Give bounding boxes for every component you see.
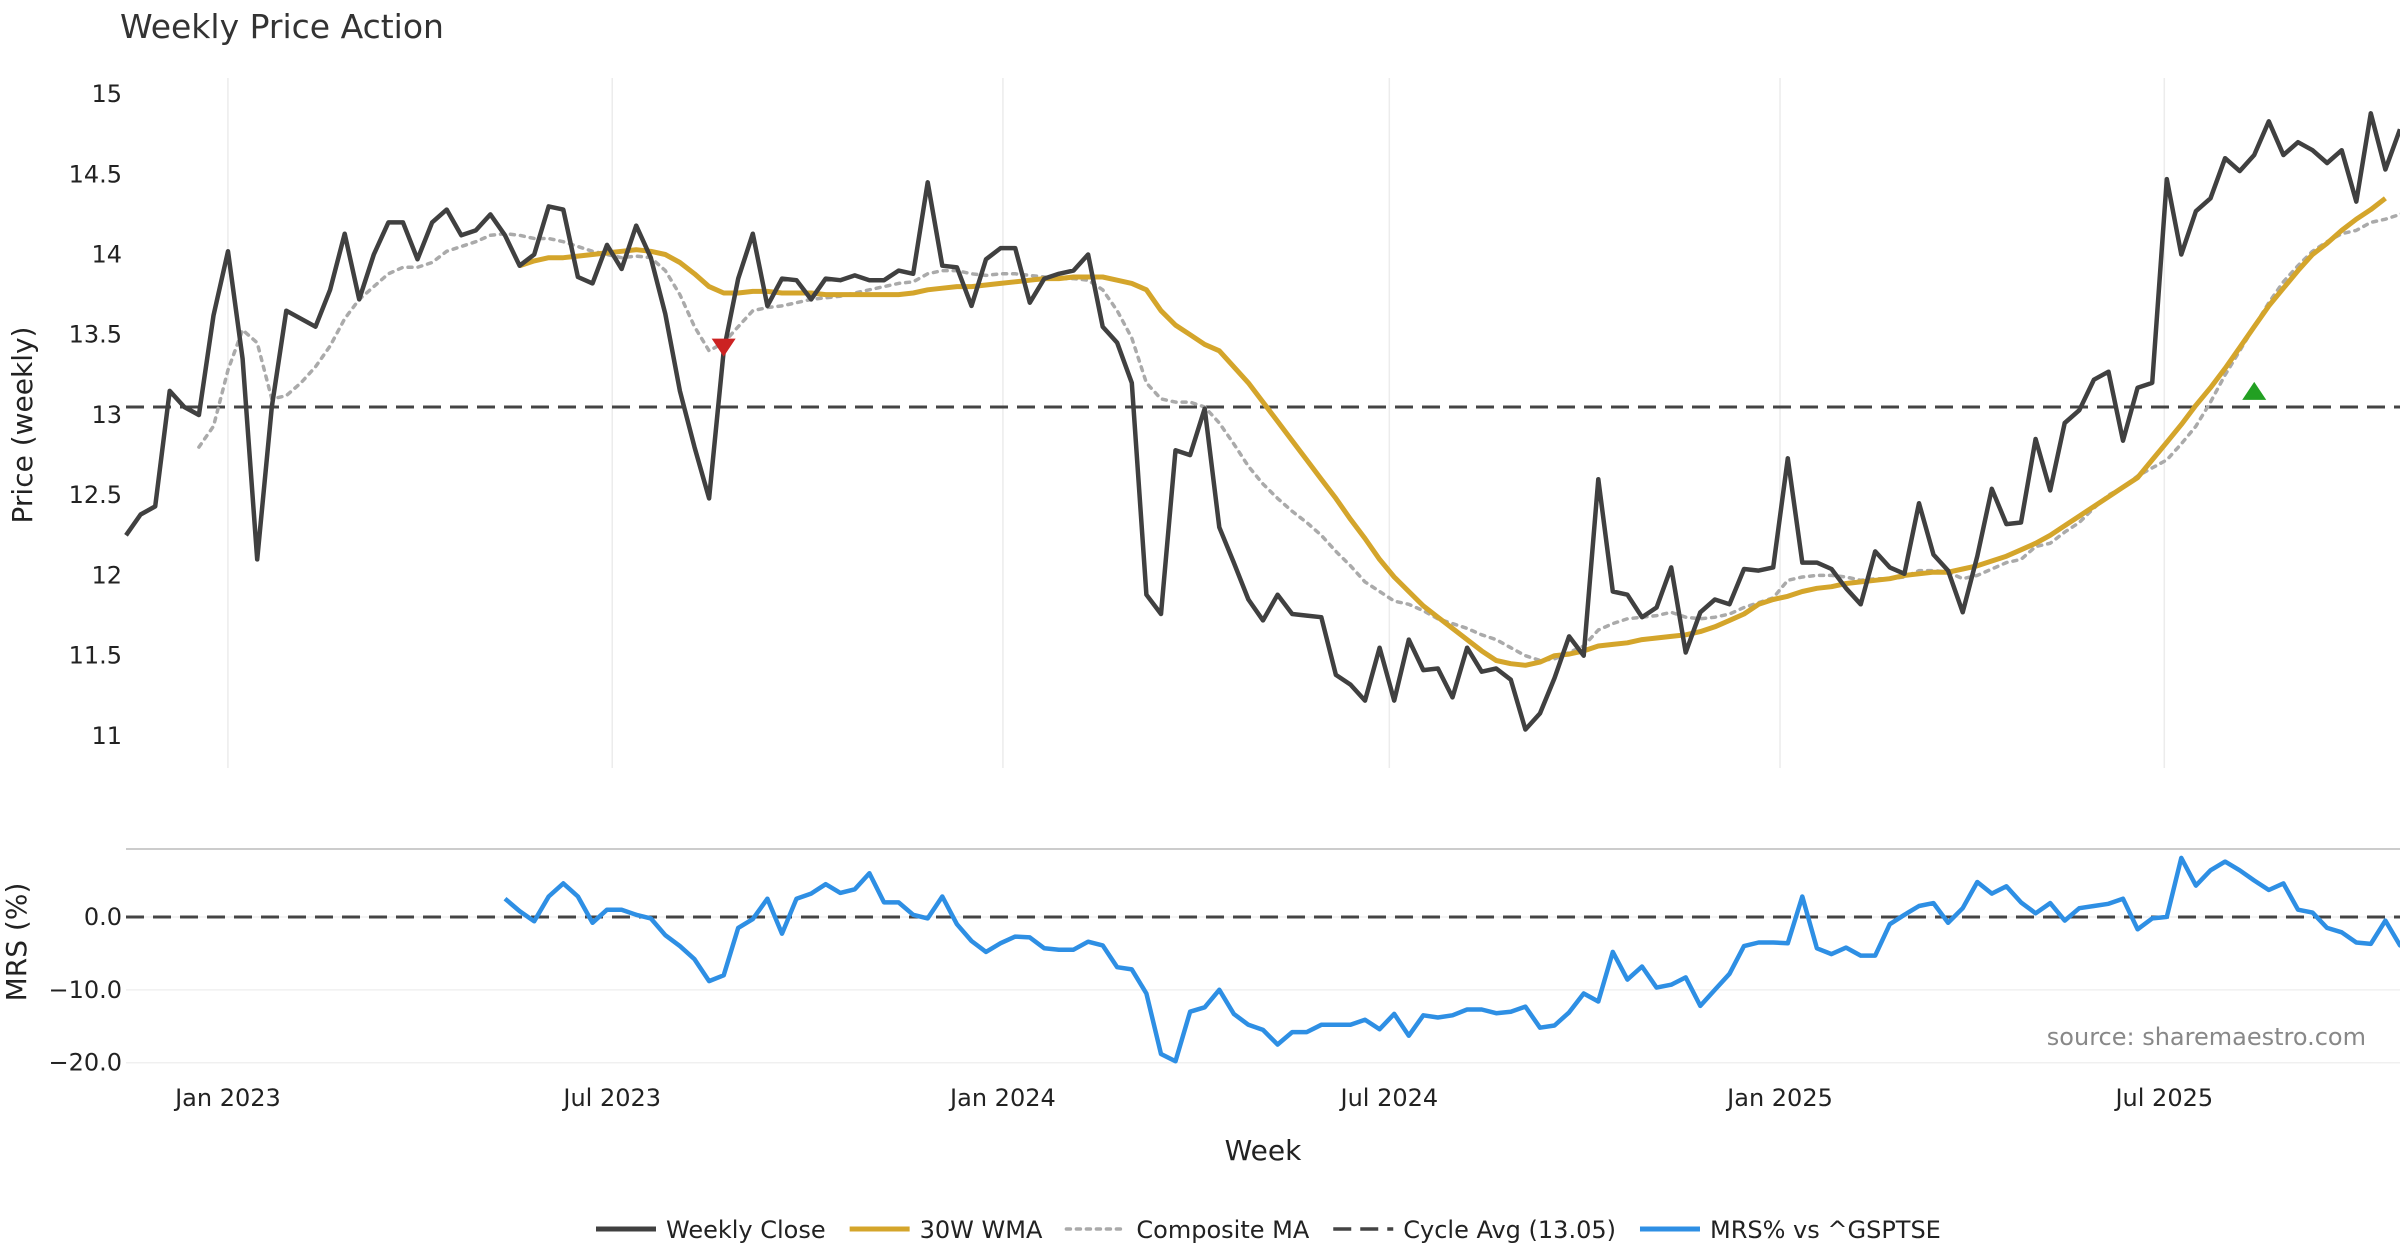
y-tick-label: 15 [91, 80, 122, 108]
x-tick-label: Jul 2024 [1338, 1084, 1438, 1112]
y-tick-label: 13 [91, 401, 122, 429]
y-tick-label: 13.5 [69, 321, 122, 349]
x-tick-label: Jan 2025 [1725, 1084, 1833, 1112]
line-composite-ma [197, 212, 2400, 663]
x-tick-label: Jan 2024 [948, 1084, 1056, 1112]
x-axis-label: Week [1225, 1134, 1302, 1167]
mrs-y-ticks: 0.0 −10.0 −20.0 [48, 903, 122, 1077]
source-note: source: sharemaestro.com [2047, 1023, 2366, 1051]
y-tick-label: −20.0 [48, 1049, 122, 1077]
buy-signal-marker [2242, 381, 2267, 400]
chart-title: Weekly Price Action [120, 7, 444, 46]
legend-label: MRS% vs ^GSPTSE [1710, 1216, 1941, 1244]
mrs-panel-series [126, 855, 2400, 1064]
x-tick-label: Jan 2023 [173, 1084, 281, 1112]
y-tick-label: −10.0 [48, 976, 122, 1004]
mrs-y-axis-label: MRS (%) [0, 883, 33, 1002]
line-30w-wma [518, 196, 2387, 668]
legend-item-cycle-avg-13-05: Cycle Avg (13.05) [1333, 1216, 1616, 1244]
price-panel-series [124, 111, 2400, 732]
y-tick-label: 14.5 [69, 160, 122, 188]
line-weekly-close [124, 111, 2400, 732]
legend: Weekly Close 30W WMA Composite MA Cycle Avg… [596, 1216, 1941, 1244]
y-tick-label: 0.0 [84, 903, 122, 931]
legend-item-composite-ma: Composite MA [1064, 1216, 1310, 1244]
price-y-ticks: 11 11.5 12 12.5 13 13.5 14 14.5 15 [69, 80, 122, 750]
price-panel-grid [227, 78, 2166, 768]
legend-item-mrs-vs-gsptse: MRS% vs ^GSPTSE [1639, 1216, 1941, 1244]
y-tick-label: 12 [91, 561, 122, 589]
legend-label: Weekly Close [666, 1216, 826, 1244]
price-y-axis-label: Price (weekly) [6, 327, 39, 524]
line-mrs-vs-gsptse [503, 855, 2400, 1064]
legend-label: 30W WMA [920, 1216, 1043, 1244]
legend-item-30w-wma: 30W WMA [849, 1216, 1043, 1244]
legend-label: Composite MA [1136, 1216, 1309, 1244]
x-ticks: Jan 2023 Jul 2023 Jan 2024 Jul 2024 Jan 2025… [173, 1084, 2213, 1112]
y-tick-label: 11 [91, 722, 122, 750]
x-tick-label: Jul 2023 [561, 1084, 661, 1112]
y-tick-label: 11.5 [69, 642, 122, 670]
legend-item-weekly-close: Weekly Close [596, 1216, 826, 1244]
y-tick-label: 12.5 [69, 481, 122, 509]
y-tick-label: 14 [91, 241, 122, 269]
legend-label: Cycle Avg (13.05) [1403, 1216, 1616, 1244]
x-tick-label: Jul 2025 [2113, 1084, 2213, 1112]
sell-signal-marker [711, 338, 736, 357]
